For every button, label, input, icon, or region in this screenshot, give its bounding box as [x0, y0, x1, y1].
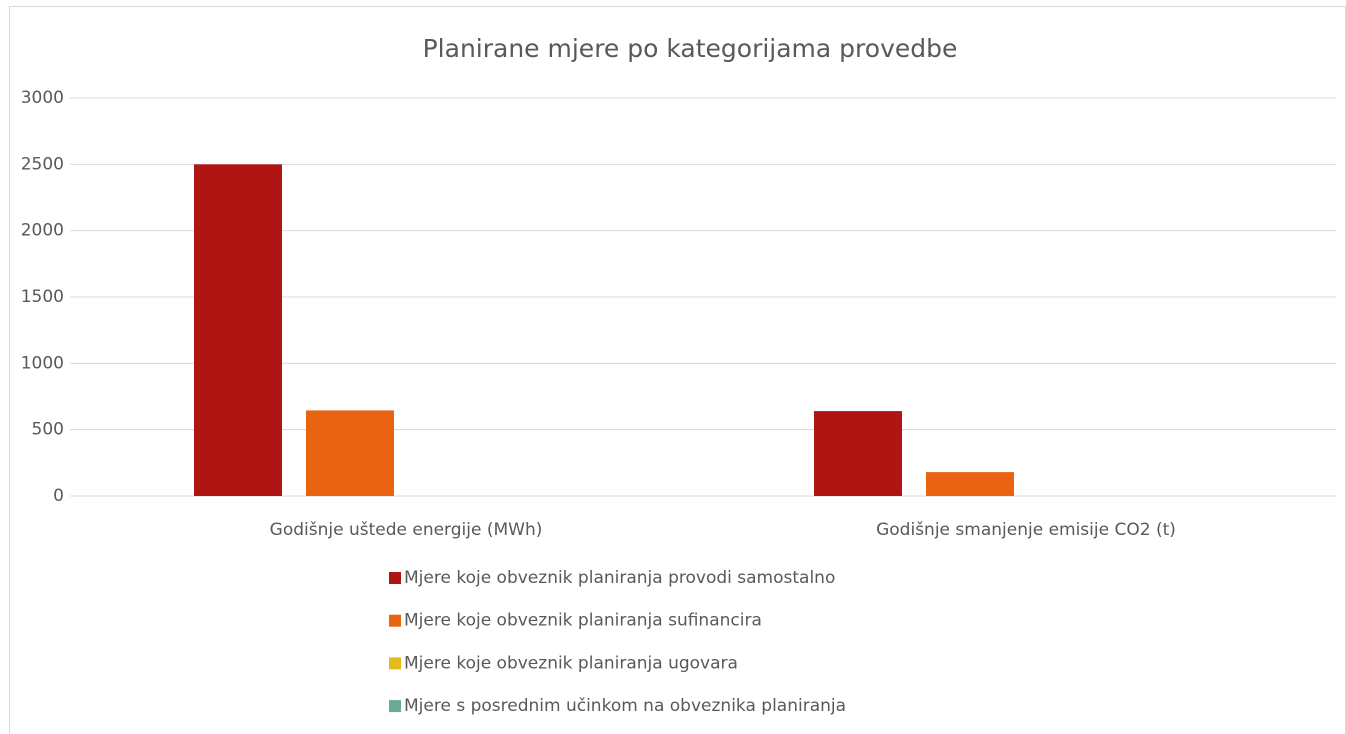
- legend-swatch: [389, 700, 401, 713]
- y-tick-label: 0: [53, 486, 64, 506]
- y-tick-label: 500: [32, 420, 64, 440]
- legend-label: Mjere koje obveznik planiranja sufinanci…: [404, 611, 762, 631]
- bar: [306, 410, 394, 496]
- legend-label: Mjere s posrednim učinkom na obveznika p…: [404, 696, 846, 716]
- legend-swatch: [389, 572, 401, 584]
- x-tick-label: Godišnje smanjenje emisije CO2 (t): [876, 520, 1176, 540]
- bar: [194, 164, 282, 497]
- legend-swatch: [389, 657, 401, 670]
- y-tick-label: 2500: [21, 154, 64, 174]
- x-tick-label: Godišnje uštede energije (MWh): [270, 520, 543, 540]
- legend-swatch: [389, 614, 401, 627]
- bar: [926, 472, 1014, 496]
- legend-label: Mjere koje obveznik planiranja provodi s…: [404, 568, 835, 588]
- legend-label: Mjere koje obveznik planiranja ugovara: [404, 653, 738, 673]
- y-tick-label: 3000: [21, 88, 64, 108]
- y-tick-label: 1500: [21, 287, 64, 307]
- bar: [814, 411, 902, 496]
- y-tick-label: 1000: [21, 353, 64, 373]
- chart-title: Planirane mjere po kategorijama provedbe: [423, 34, 958, 63]
- y-tick-label: 2000: [21, 221, 64, 241]
